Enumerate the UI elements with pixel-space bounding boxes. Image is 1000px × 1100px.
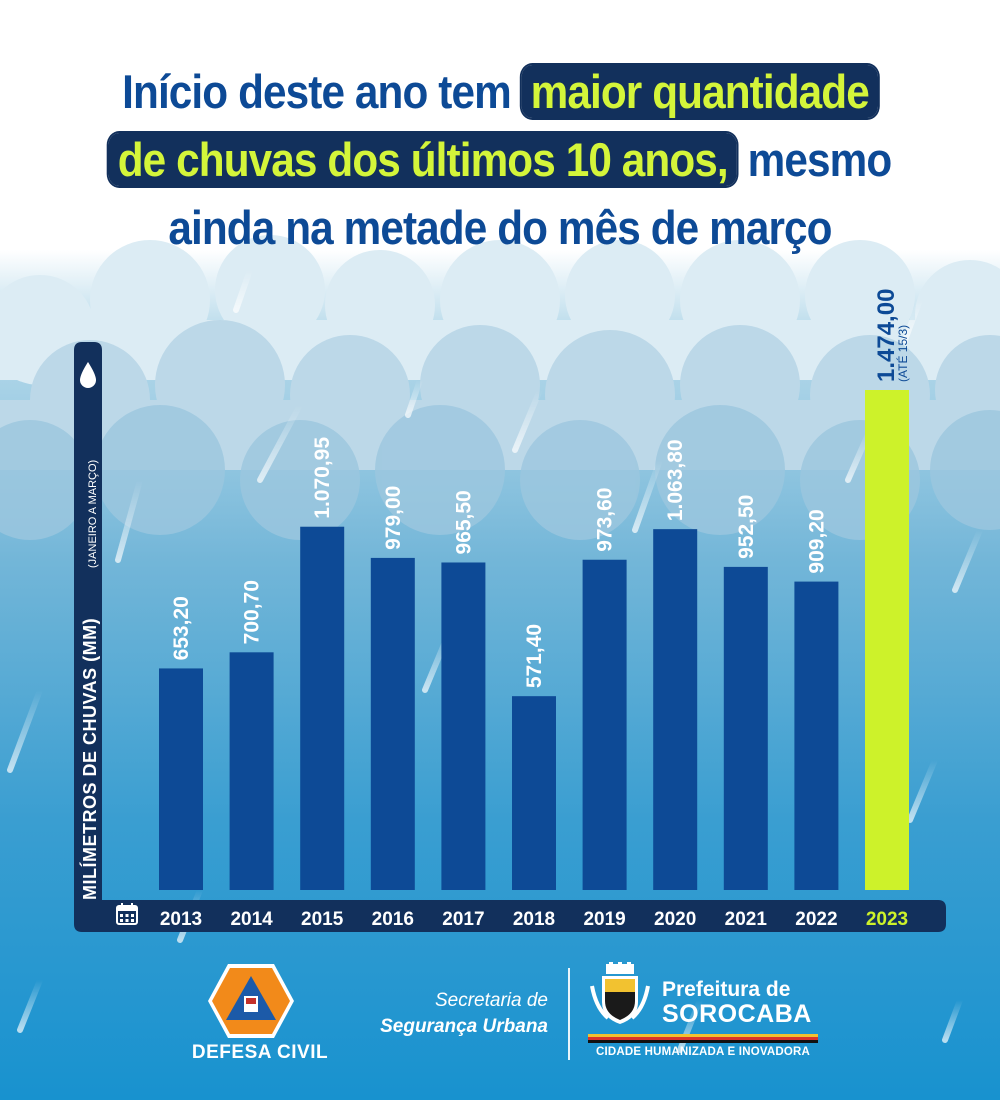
value-label-2019: 973,60 — [594, 488, 617, 552]
value-label-2017: 965,50 — [452, 490, 475, 554]
value-label-2013: 653,20 — [170, 596, 193, 660]
value-label-2014: 700,70 — [241, 580, 264, 644]
headline-line-1: Início deste ano tem maior quantidade — [50, 58, 950, 126]
x-tick-2017: 2017 — [442, 909, 484, 930]
bar-2013 — [159, 668, 203, 890]
defesa-civil-logo — [208, 964, 294, 1038]
bar-2017 — [441, 562, 486, 890]
bar-2023 — [865, 390, 909, 890]
defesa-civil-label: DEFESA CIVIL — [191, 1042, 329, 1063]
headline-text: mesmo — [747, 133, 893, 186]
highlight-note: (ATÉ 15/3) — [895, 325, 910, 382]
prefeitura-label: Prefeitura de — [662, 978, 791, 1001]
bar-2016 — [370, 557, 415, 890]
footer-divider — [568, 968, 570, 1060]
value-label-2016: 979,00 — [382, 486, 405, 550]
y-axis-label: MILÍMETROS DE CHUVAS (MM) — [79, 618, 100, 900]
x-tick-2016: 2016 — [372, 909, 414, 930]
y-axis-sublabel: (JANEIRO A MARÇO) — [87, 460, 99, 568]
flag-stripe-red — [588, 1037, 818, 1040]
bar-2018 — [512, 696, 556, 890]
x-tick-2018: 2018 — [513, 909, 555, 930]
secretaria-line-2: Segurança Urbana — [380, 1016, 548, 1037]
value-label-2021: 952,50 — [735, 495, 758, 559]
x-tick-2014: 2014 — [230, 909, 273, 930]
sorocaba-coat-of-arms-logo — [590, 962, 650, 1024]
x-tick-2022: 2022 — [795, 909, 837, 930]
bar-2015 — [300, 526, 345, 890]
x-tick-2013: 2013 — [160, 909, 202, 930]
x-tick-2023: 2023 — [866, 909, 908, 930]
flag-stripe-yellow — [588, 1034, 818, 1037]
flag-stripe-black — [588, 1040, 818, 1043]
bar-2021 — [723, 566, 768, 890]
secretaria-line-1: Secretaria de — [434, 990, 548, 1011]
sorocaba-label: SOROCABA — [662, 1000, 812, 1028]
headline-highlight: de chuvas dos últimos 10 anos, — [108, 133, 737, 186]
x-tick-2015: 2015 — [301, 909, 344, 930]
bar-2019 — [582, 559, 627, 890]
bar-2022 — [794, 581, 839, 890]
secretaria-label: Secretaria de Segurança Urbana — [340, 988, 548, 1040]
value-label-2022: 909,20 — [805, 509, 828, 573]
headline: Início deste ano tem maior quantidade de… — [50, 58, 950, 262]
x-tick-2020: 2020 — [654, 909, 696, 930]
calendar-icon — [116, 903, 138, 925]
value-label-2020: 1.063,80 — [664, 439, 687, 521]
water-drop-icon — [80, 362, 96, 388]
headline-highlight: maior quantidade — [521, 65, 878, 118]
x-tick-2019: 2019 — [583, 909, 625, 930]
prefeitura-tagline: CIDADE HUMANIZADA E INOVADORA — [595, 1046, 811, 1058]
bar-2020 — [653, 529, 698, 890]
bar-2014 — [229, 652, 274, 890]
value-label-2023: 1.474,00 — [873, 289, 900, 382]
headline-line-2: de chuvas dos últimos 10 anos, mesmo — [50, 126, 950, 194]
x-tick-2021: 2021 — [725, 909, 768, 930]
headline-line-3: ainda na metade do mês de março — [168, 201, 832, 254]
value-label-2018: 571,40 — [523, 624, 546, 688]
headline-text: Início deste ano tem — [122, 65, 512, 118]
value-label-2015: 1.070,95 — [311, 437, 334, 519]
